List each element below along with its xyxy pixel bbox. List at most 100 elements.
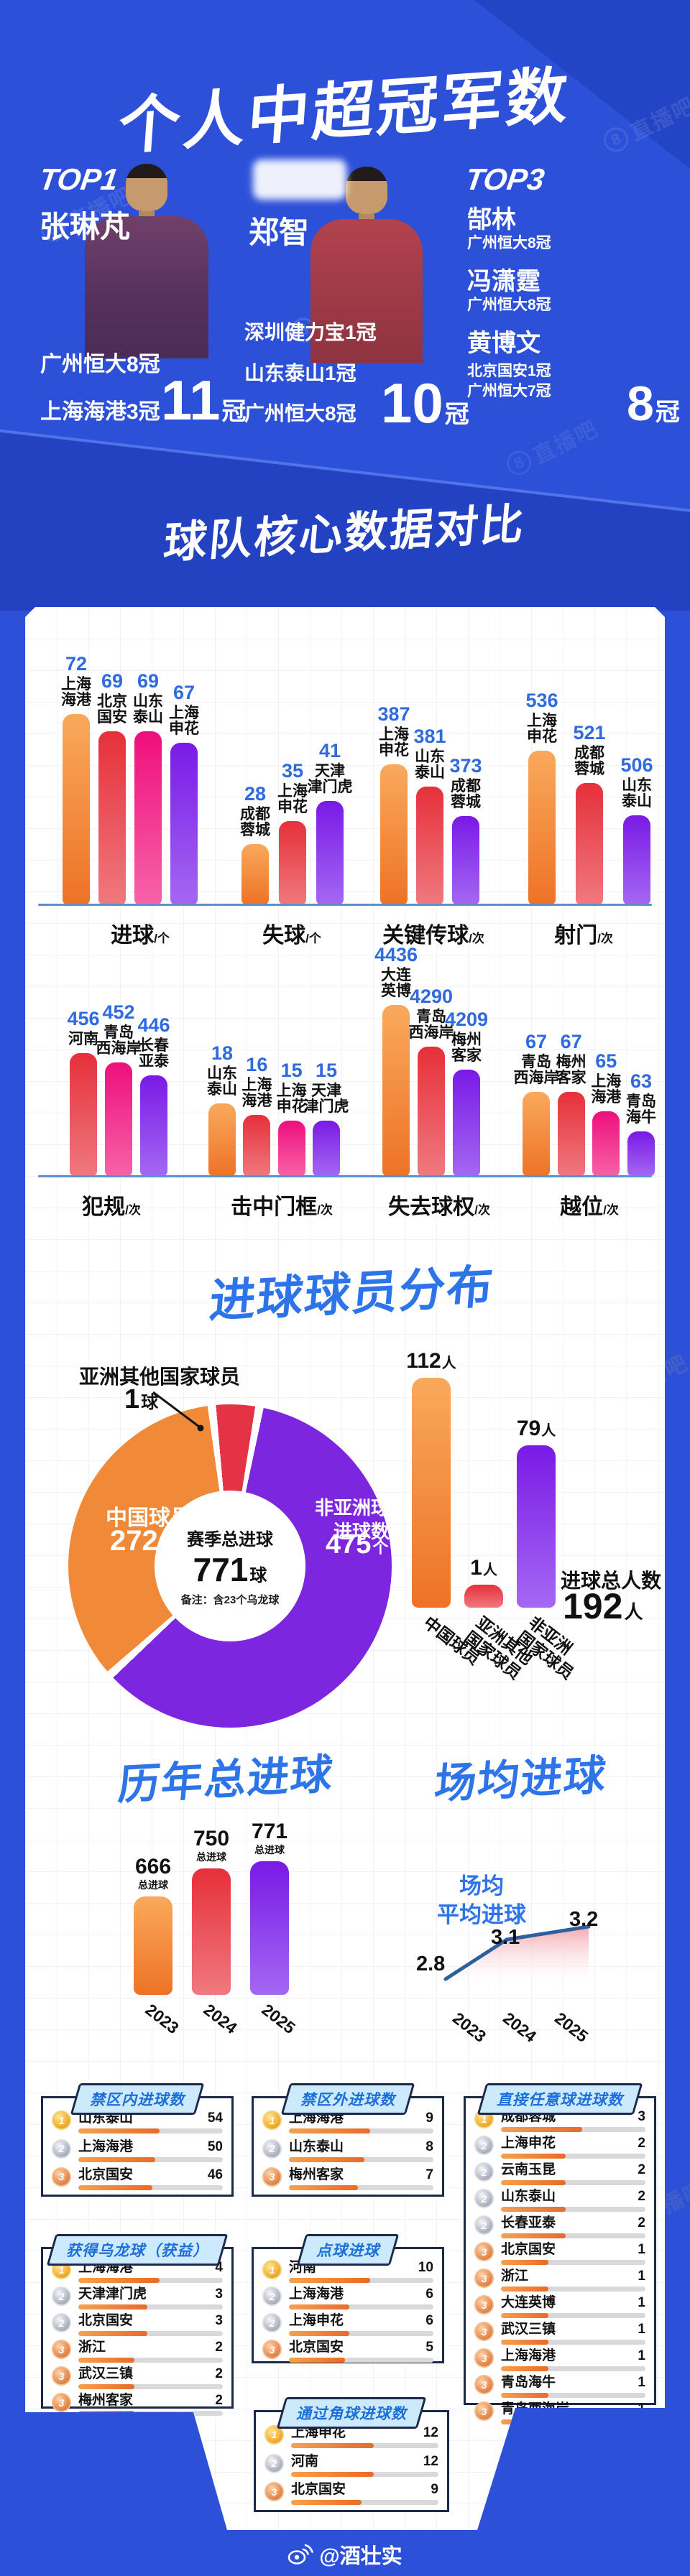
progress-track <box>289 2184 433 2190</box>
category-title: 犯规 <box>82 1195 126 1219</box>
bar-column: 456 河南 <box>67 1008 100 1177</box>
table-row-line: 上海申花 12 <box>291 2422 438 2441</box>
bar-team-label: 山东 泰山 <box>207 1065 237 1098</box>
player-neck <box>359 214 374 221</box>
table-title-pill: 点球进球 <box>296 2234 400 2266</box>
progress-fill <box>501 2419 549 2424</box>
table-row: 2 上海申花 6 <box>254 2309 442 2336</box>
bar-value: 79 人 <box>517 1417 556 1441</box>
table-row-main: 山东泰山 2 <box>501 2185 645 2212</box>
medal-silver-icon: 2 <box>474 2136 494 2155</box>
top3-total-unit: 冠 <box>655 399 680 426</box>
medal-gold-icon: 1 <box>262 2260 282 2279</box>
chart-key-passes-label: 关键传球/次 <box>354 917 512 949</box>
team-name: 山东泰山 <box>501 2189 556 2204</box>
table-row: 3 大连英博 1 <box>466 2292 654 2318</box>
table-row: 2 上海申花 2 <box>466 2132 654 2159</box>
medal-bronze-icon: 3 <box>474 2348 494 2368</box>
table-rows: 1 山东泰山 54 2 上海海港 50 3 北京国安 46 <box>43 2098 231 2195</box>
bar-column: 387 上海 申花 <box>377 703 410 905</box>
bar-value: 69 <box>101 670 124 692</box>
table-row-main: 上海海港 6 <box>289 2283 433 2309</box>
bar-column: 67 青岛 西海岸 <box>514 1031 559 1177</box>
bar-value: 4209 <box>444 1008 489 1030</box>
table-row-main: 上海申花 2 <box>501 2132 645 2159</box>
top1-club1: 广州恒大8冠 <box>40 353 160 376</box>
progress-track <box>289 2128 433 2134</box>
bar-column: 65 上海 海港 <box>589 1050 622 1177</box>
scorer-total-unit: 人 <box>624 1601 643 1623</box>
bar-value: 452 <box>102 1001 135 1023</box>
table-row: 2 上海海港 6 <box>254 2283 442 2309</box>
table-title-pill: 禁区外进球数 <box>280 2083 415 2115</box>
table-row-line: 北京国安 3 <box>78 2309 223 2329</box>
bar-value: 72 <box>65 652 88 675</box>
table-row: 2 河南 12 <box>256 2450 447 2477</box>
category-title: 失球 <box>262 924 306 948</box>
bar-value: 771 <box>252 1820 288 1844</box>
medal-bronze-icon: 3 <box>52 2393 71 2412</box>
table-title: 通过角球进球数 <box>296 2406 407 2422</box>
table-row-main: 大连英博 1 <box>501 2292 645 2318</box>
progress-track <box>501 2287 645 2292</box>
bar-value-sub: 总进球 <box>254 1844 285 1855</box>
team-name: 梅州客家 <box>289 2167 344 2182</box>
team-value: 1 <box>638 2348 645 2363</box>
slice-label-other-asian: 亚洲其他国家球员 <box>79 1366 241 1388</box>
bar-column: 373 成都 蓉城 <box>449 755 482 905</box>
category-title: 失去球权 <box>388 1195 475 1219</box>
medal-bronze-icon: 3 <box>474 2401 494 2421</box>
table-row: 2 山东泰山 8 <box>254 2136 442 2162</box>
line-point-value: 3.2 <box>569 1908 599 1931</box>
team-value: 5 <box>426 2340 433 2355</box>
team-name: 云南玉昆 <box>501 2162 556 2177</box>
bar-value: 28 <box>244 782 267 805</box>
table-title-pill: 禁区内进球数 <box>70 2083 205 2115</box>
progress-fill <box>501 2207 566 2212</box>
scorer-count-chart: 112 人中国球员 1 人亚洲其他 国家球员 79 人非亚洲 国家球员 <box>406 1349 577 1683</box>
medal-bronze-icon: 3 <box>474 2269 494 2288</box>
table-row: 3 北京国安 5 <box>254 2336 442 2363</box>
table-row-main: 云南玉昆 2 <box>501 2159 645 2185</box>
table-row-main: 武汉三镇 1 <box>501 2318 645 2345</box>
bar <box>192 1868 231 1995</box>
table-row-line: 山东泰山 8 <box>289 2136 433 2155</box>
table-row: 3 青岛海牛 1 <box>466 2371 654 2398</box>
category-title: 越位 <box>560 1195 604 1219</box>
table-title-pill: 获得乌龙球（获益） <box>46 2234 229 2266</box>
table-row: 3 梅州客家 7 <box>254 2164 442 2190</box>
category-unit: /次 <box>469 932 484 945</box>
bar <box>464 1585 503 1608</box>
progress-fill <box>501 2366 549 2371</box>
bar-team-label: 山东 泰山 <box>415 748 445 782</box>
table-row-line: 河南 12 <box>291 2450 438 2470</box>
table-row-line: 浙江 1 <box>501 2265 645 2284</box>
bar <box>528 751 556 905</box>
progress-track <box>78 2411 223 2416</box>
team-value: 7 <box>426 2167 433 2182</box>
chart-goals-against: 28 成都 蓉城 35 上海 申花 41 天津 津门虎 <box>239 740 353 905</box>
progress-fill <box>78 2304 148 2309</box>
bar-team-label: 上海 申花 <box>527 712 557 746</box>
top2-total-unit: 冠 <box>444 401 469 428</box>
bar <box>134 1896 172 1995</box>
team-value: 1 <box>638 2401 645 2417</box>
player-head <box>126 164 167 211</box>
team-value: 9 <box>431 2482 438 2498</box>
progress-fill <box>289 2304 350 2309</box>
bar <box>382 1005 410 1177</box>
team-value: 6 <box>426 2287 433 2302</box>
progress-track <box>501 2340 645 2345</box>
team-name: 北京国安 <box>78 2313 134 2328</box>
progress-fill <box>289 2278 370 2283</box>
progress-track <box>78 2278 223 2283</box>
table-row-line: 北京国安 46 <box>78 2164 223 2183</box>
bar-column: 72 上海 海港 <box>60 653 93 905</box>
table-direct-freekick-goals: 直接任意球进球数 1 成都蓉城 3 2 上海申花 2 2 云南玉昆 2 2 山东泰山 2 2 长春亚泰 2 3 北… <box>464 2083 656 2424</box>
table-row: 3 北京国安 1 <box>466 2238 654 2265</box>
bar-team-label: 青岛 西海岸 <box>96 1024 142 1057</box>
bar-column: 35 上海 申花 <box>276 760 309 905</box>
medal-bronze-icon: 3 <box>262 2167 282 2187</box>
progress-track <box>501 2419 645 2424</box>
